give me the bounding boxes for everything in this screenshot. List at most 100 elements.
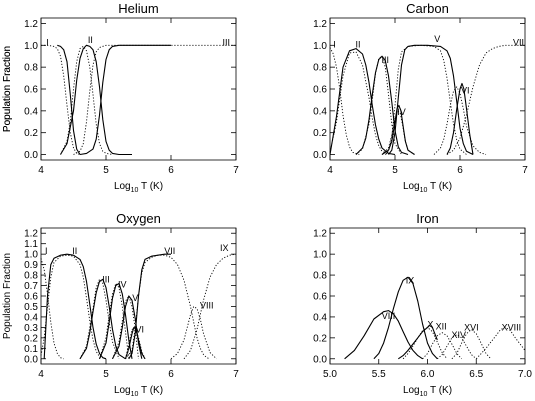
y-tick-label: 0.8 [24, 63, 38, 74]
y-axis-label: Population Fraction [2, 253, 13, 339]
ion-label-VI: VI [136, 325, 145, 335]
x-axis-label: Log10 T (K) [403, 385, 452, 398]
ion-label-V: V [132, 293, 138, 303]
x-axis-label-units: T (K) [427, 181, 452, 192]
series-I-dotted [41, 44, 81, 155]
ion-label-VIII: VIII [382, 311, 396, 321]
panel-iron: Iron 5.0 5.5 6.0 6.5 7.0 0.0 0.2 0.4 0.6 0.8 1.0 1.2… [313, 211, 532, 398]
series-III-dotted [79, 278, 120, 360]
y-tick-label: 0.7 [24, 281, 38, 292]
ion-label-I: I [46, 37, 49, 47]
ion-label-III: III [222, 37, 230, 47]
series-II-dotted [60, 45, 113, 155]
y-tick-label: 0.0 [313, 150, 327, 161]
y-axis-label: Population Fraction [2, 46, 13, 132]
ion-label-V: V [434, 34, 440, 44]
series-VI-solid [446, 82, 474, 155]
y-tick-label: 0.0 [313, 354, 327, 365]
x-tick-label: 5 [103, 369, 109, 380]
chart-title: Iron [416, 211, 438, 226]
ion-label-XVI: XVI [464, 323, 479, 333]
series-IX-dotted [183, 253, 237, 360]
ion-label-II: II [355, 39, 360, 49]
x-axis-label-subscript: 10 [420, 187, 428, 194]
y-axis-label: Population Fraction [2, 46, 13, 132]
x-axis-label-main: Log [403, 181, 420, 192]
ion-label-II: II [88, 35, 93, 45]
series-III-dotted [73, 44, 236, 155]
ion-label-IV: IV [397, 107, 406, 117]
x-axis-label-main: Log [114, 385, 131, 396]
series-IX-solid [373, 276, 438, 360]
ion-label-X: X [427, 319, 433, 329]
x-tick-label: 7 [233, 369, 239, 380]
ion-label-VI: VI [461, 85, 470, 95]
x-axis-label-subscript: 10 [420, 391, 428, 398]
series-III-dotted [355, 55, 402, 155]
series-II-solid [329, 48, 396, 156]
y-tick-label: 0.8 [24, 271, 38, 282]
x-axis-label-units: T (K) [138, 385, 163, 396]
y-tick-label: 0.8 [313, 271, 327, 282]
y-tick-label: 0.4 [313, 106, 327, 117]
series-V-dotted [112, 295, 139, 359]
ion-label-IX: IX [406, 275, 415, 285]
series-VII-solid [128, 253, 171, 360]
x-tick-label: 6 [168, 369, 174, 380]
x-tick-label: 5 [103, 165, 109, 176]
series-III-solid [355, 55, 409, 156]
ion-label-XVIII: XVIII [502, 323, 522, 333]
ion-label-I: I [45, 246, 48, 256]
y-tick-label: 0.3 [24, 323, 38, 334]
y-tick-label: 0.0 [24, 354, 38, 365]
ion-label-IV: IV [118, 280, 127, 290]
y-tick-label: 1.2 [24, 19, 38, 30]
y-tick-label: 0.4 [24, 106, 38, 117]
ion-label-I: I [333, 39, 336, 49]
y-tick-label: 0.2 [313, 128, 327, 139]
x-tick-label: 7 [233, 165, 239, 176]
ion-label-III: III [102, 274, 110, 284]
panel-oxygen: Oxygen 4 5 6 7 0.00.10.20.30.40.50.60.70.80.9… [2, 211, 239, 398]
series-II-dotted [329, 51, 389, 155]
x-tick-label: 6.5 [469, 369, 483, 380]
ion-label-VII: VII [164, 246, 175, 256]
series-IV-solid [98, 282, 133, 360]
ion-label-IX: IX [220, 243, 229, 253]
y-tick-label: 1.0 [24, 250, 38, 261]
x-axis-label-units: T (K) [427, 385, 452, 396]
y-tick-label: 0.4 [24, 312, 38, 323]
chart-title: Helium [118, 1, 158, 16]
series-II-solid [60, 44, 132, 156]
y-tick-label: 0.2 [24, 128, 38, 139]
series-IV-solid [381, 104, 415, 155]
series-VIII-dotted [170, 306, 217, 360]
x-axis-label-main: Log [403, 385, 420, 396]
y-tick-label: 0.1 [24, 344, 38, 355]
y-tick-label: 1.0 [313, 41, 327, 52]
series-I-dotted [40, 258, 64, 360]
y-tick-label: 0.9 [24, 260, 38, 271]
x-axis-label-units: T (K) [138, 181, 163, 192]
x-tick-label: 5.0 [323, 369, 337, 380]
series-X-solid [397, 324, 438, 360]
series-V-dotted [384, 44, 467, 155]
chart-title: Oxygen [116, 211, 161, 226]
chart-title: Carbon [406, 1, 449, 16]
series-II-solid [43, 253, 107, 360]
series-IV-dotted [381, 110, 415, 155]
x-tick-label: 4 [38, 165, 44, 176]
y-tick-label: 0.6 [313, 85, 327, 96]
x-axis-label-subscript: 10 [131, 187, 139, 194]
y-tick-label: 1.0 [24, 41, 38, 52]
y-tick-label: 0.2 [24, 333, 38, 344]
x-axis-label-main: Log [114, 181, 131, 192]
y-tick-label: 1.0 [313, 250, 327, 261]
x-axis-label: Log10 T (K) [403, 181, 452, 194]
ion-label-XIV: XIV [451, 330, 466, 340]
x-tick-label: 5 [392, 165, 398, 176]
series-VI-solid [124, 326, 146, 360]
y-tick-label: 0.0 [24, 150, 38, 161]
